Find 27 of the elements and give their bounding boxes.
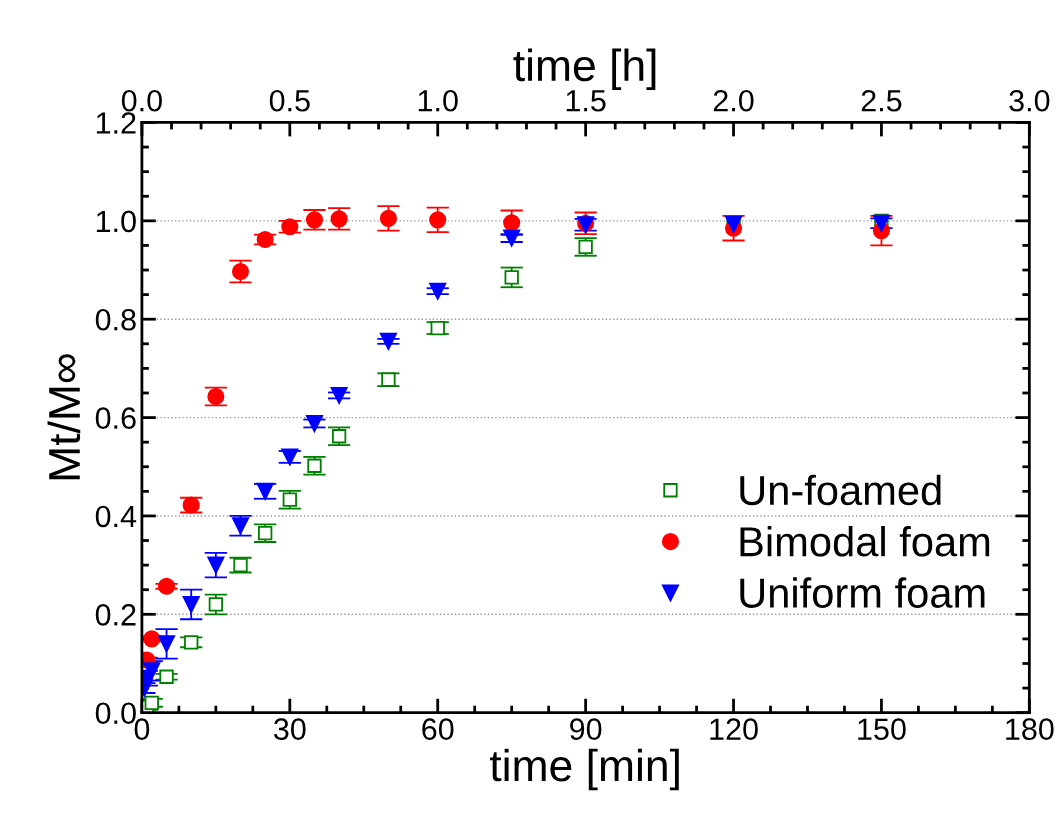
legend-label: Bimodal foam	[740, 525, 990, 557]
y-tick-label: 1.0	[96, 210, 136, 233]
x2-tick-label: 2.5	[861, 89, 902, 112]
x-tick-label: 180	[1006, 718, 1054, 740]
x-tick-label: 0	[134, 718, 150, 740]
x2-axis-title: time [h]	[513, 48, 656, 91]
legend-label: Uniform foam	[740, 577, 985, 608]
y-tick-label: 0.0	[95, 702, 136, 725]
y-tick-label: 1.2	[96, 112, 136, 134]
x2-tick-label: 0.5	[269, 89, 310, 112]
x-tick-label: 150	[858, 718, 906, 740]
y-tick-label: 0.6	[95, 407, 136, 429]
y-tick-label: 0.2	[95, 604, 136, 626]
x-tick-label: 60	[422, 718, 454, 740]
x-axis-title: time [min]	[490, 748, 679, 791]
x2-tick-label: 1.0	[418, 89, 458, 112]
y-tick-label: 0.4	[95, 505, 137, 528]
y-tick-label: 0.8	[95, 308, 136, 331]
legend-label: Un-foamed	[740, 474, 941, 506]
x2-tick-label: 1.5	[566, 90, 606, 112]
x-tick-label: 90	[570, 718, 602, 740]
x2-tick-label: 3.0	[1009, 89, 1050, 112]
x-tick-label: 120	[710, 718, 758, 740]
x2-tick-label: 2.0	[713, 89, 754, 112]
y-axis-title: Mt/M∞	[47, 354, 81, 480]
x2-tick-label: 0.0	[121, 89, 162, 112]
x-tick-label: 30	[273, 718, 306, 740]
